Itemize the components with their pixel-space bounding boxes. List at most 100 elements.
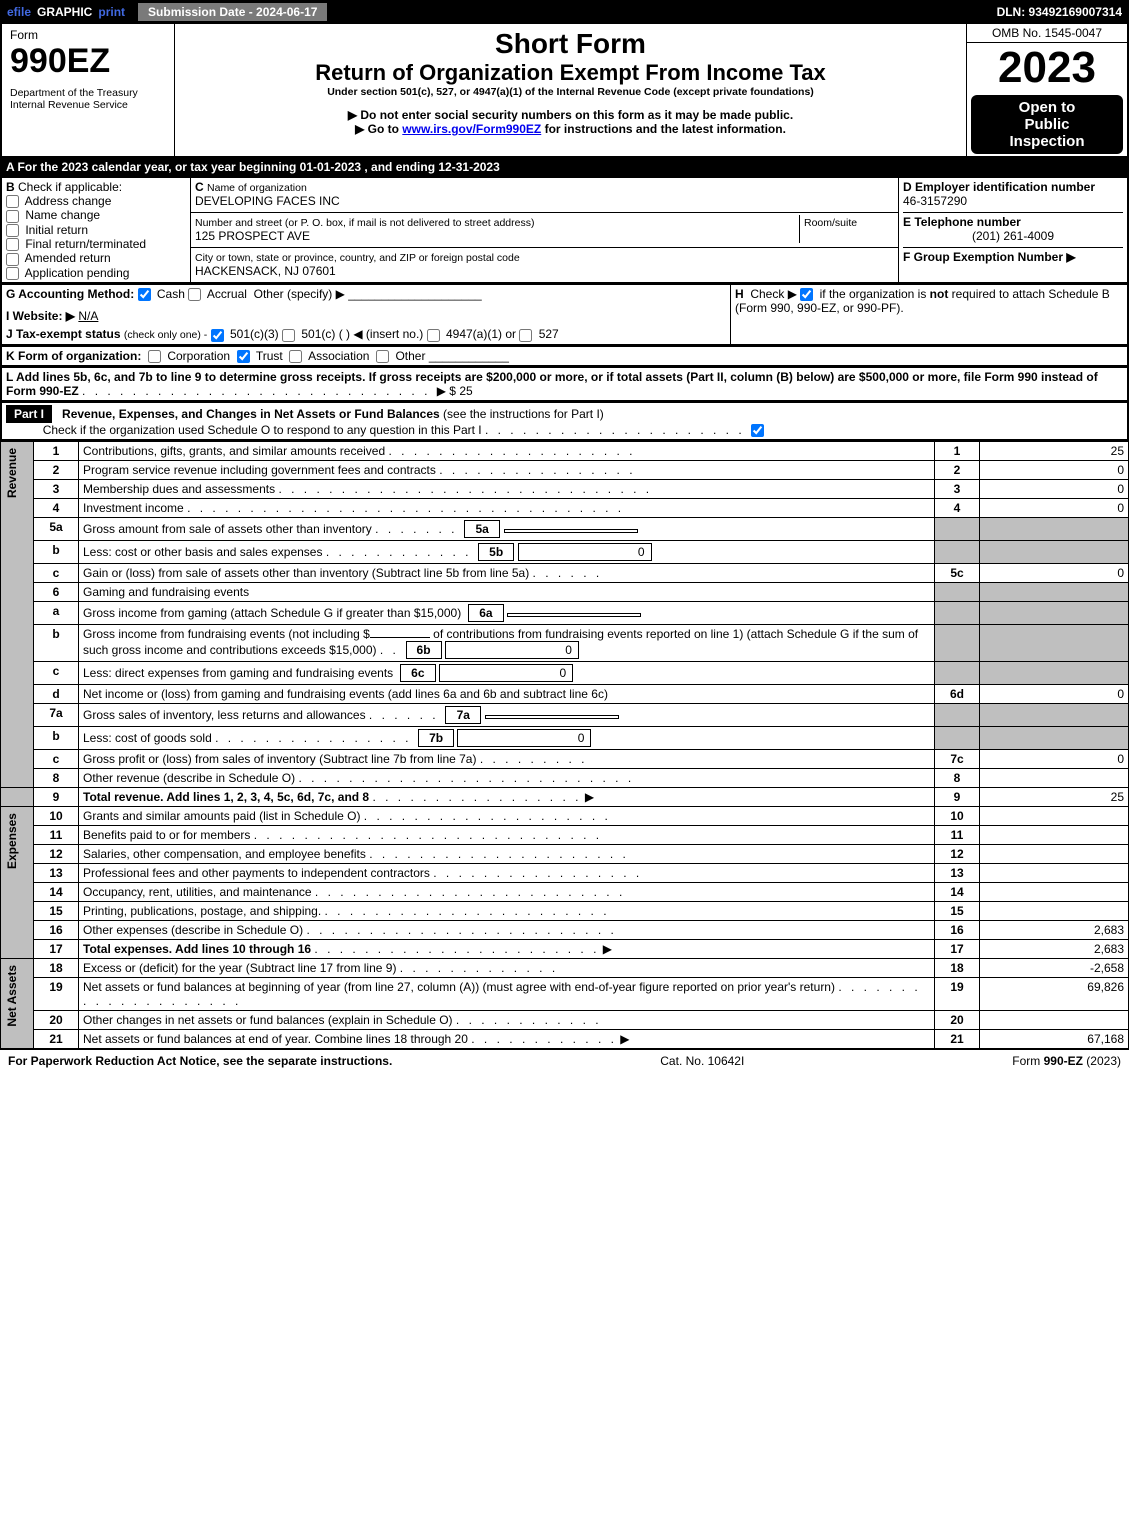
ln-1-text: Contributions, gifts, grants, and simila…	[79, 442, 935, 461]
ln-1-num: 1	[34, 442, 79, 461]
irs-link[interactable]: www.irs.gov/Form990EZ	[402, 122, 541, 136]
ln-5b-num: b	[34, 541, 79, 564]
short-form-title: Short Form	[185, 28, 956, 60]
lbl-application-pending: Application pending	[25, 266, 130, 280]
ln-7c-text: Gross profit or (loss) from sales of inv…	[79, 750, 935, 769]
efile-top-bar: efile GRAPHIC print Submission Date - 20…	[0, 0, 1129, 24]
ln-12-num: 12	[34, 845, 79, 864]
box-h-label: H	[735, 287, 744, 301]
ln-8-text: Other revenue (describe in Schedule O) .…	[79, 769, 935, 788]
ln-8-num: 8	[34, 769, 79, 788]
ln-13-amt	[980, 864, 1129, 883]
ln-4-num: 4	[34, 499, 79, 518]
ln-19-text: Net assets or fund balances at beginning…	[79, 978, 935, 1011]
ln-5b-text: Less: cost or other basis and sales expe…	[79, 541, 935, 564]
ln-6a-text: Gross income from gaming (attach Schedul…	[79, 602, 935, 625]
ln-13-text: Professional fees and other payments to …	[79, 864, 935, 883]
cb-501c[interactable]	[282, 329, 295, 342]
l-amount-prefix: ▶ $	[437, 384, 456, 398]
ln-8-amt	[980, 769, 1129, 788]
cb-schedule-o-part1[interactable]	[751, 424, 764, 437]
lbl-527: 527	[539, 327, 559, 341]
ln-2-text: Program service revenue including govern…	[79, 461, 935, 480]
ln-7c-num: c	[34, 750, 79, 769]
cb-accrual[interactable]	[188, 288, 201, 301]
ln-6d-text: Net income or (loss) from gaming and fun…	[79, 685, 935, 704]
ln-2-amt: 0	[980, 461, 1129, 480]
ln-9-amt: 25	[980, 788, 1129, 807]
cb-cash[interactable]	[138, 288, 151, 301]
city-label: City or town, state or province, country…	[195, 252, 520, 264]
ln-6d-rn: 6d	[935, 685, 980, 704]
website-value: N/A	[78, 309, 98, 323]
ln-7b-text: Less: cost of goods sold . . . . . . . .…	[79, 727, 935, 750]
lbl-trust: Trust	[256, 349, 283, 363]
cb-application-pending[interactable]	[6, 267, 19, 280]
ln-14-num: 14	[34, 883, 79, 902]
ln-6-text: Gaming and fundraising events	[79, 583, 935, 602]
ln-11-amt	[980, 826, 1129, 845]
ln-17-amt: 2,683	[980, 940, 1129, 959]
cb-527[interactable]	[519, 329, 532, 342]
ln-20-num: 20	[34, 1011, 79, 1030]
footer: For Paperwork Reduction Act Notice, see …	[0, 1049, 1129, 1072]
print-link[interactable]: print	[92, 5, 131, 19]
ln-18-text: Excess or (deficit) for the year (Subtra…	[79, 959, 935, 978]
lbl-name-change: Name change	[25, 208, 100, 222]
ln-3-text: Membership dues and assessments . . . . …	[79, 480, 935, 499]
ln-20-amt	[980, 1011, 1129, 1030]
cb-name-change[interactable]	[6, 210, 19, 223]
cb-501c3[interactable]	[211, 329, 224, 342]
cb-other-org[interactable]	[376, 350, 389, 363]
ln-6a-num: a	[34, 602, 79, 625]
ln-17-rn: 17	[935, 940, 980, 959]
ln-17-text: Total expenses. Add lines 10 through 16 …	[79, 940, 935, 959]
ln-6c-text: Less: direct expenses from gaming and fu…	[79, 662, 935, 685]
part1-label: Part I	[6, 405, 52, 423]
dln-label: DLN: 93492169007314	[997, 5, 1128, 19]
ln-13-num: 13	[34, 864, 79, 883]
ln-9-text: Total revenue. Add lines 1, 2, 3, 4, 5c,…	[79, 788, 935, 807]
cb-amended-return[interactable]	[6, 253, 19, 266]
ln-6a-subamt	[507, 613, 641, 617]
vlabel-revenue: Revenue	[5, 444, 19, 502]
cb-address-change[interactable]	[6, 195, 19, 208]
cb-association[interactable]	[289, 350, 302, 363]
box-h-not: not	[930, 287, 949, 301]
ln-7b-sublabel: 7b	[418, 729, 454, 747]
omb-label: OMB No. 1545-0047	[967, 24, 1127, 43]
check-if-applicable: Check if applicable:	[18, 180, 122, 194]
ln-11-text: Benefits paid to or for members . . . . …	[79, 826, 935, 845]
vlabel-expenses: Expenses	[5, 809, 19, 873]
cb-corporation[interactable]	[148, 350, 161, 363]
ln-11-rn: 11	[935, 826, 980, 845]
ln-6b-text: Gross income from fundraising events (no…	[79, 625, 935, 662]
ln-16-amt: 2,683	[980, 921, 1129, 940]
ln-5a-rn	[935, 518, 980, 541]
room-suite-label: Room/suite	[804, 217, 857, 229]
l-amount: 25	[459, 384, 472, 398]
ln-19-rn: 19	[935, 978, 980, 1011]
box-c-label: C	[195, 180, 204, 194]
lbl-other-org: Other	[395, 349, 425, 363]
ln-7c-rn: 7c	[935, 750, 980, 769]
cb-4947[interactable]	[427, 329, 440, 342]
cb-final-return[interactable]	[6, 238, 19, 251]
cb-schedule-b-not-required[interactable]	[800, 288, 813, 301]
box-j-label: J Tax-exempt status	[6, 327, 121, 341]
ln-19-num: 19	[34, 978, 79, 1011]
ln-2-num: 2	[34, 461, 79, 480]
box-e-label: E Telephone number	[903, 215, 1021, 229]
return-title: Return of Organization Exempt From Incom…	[185, 60, 956, 86]
box-i-label: I Website: ▶	[6, 309, 75, 323]
ln-16-rn: 16	[935, 921, 980, 940]
ln-10-text: Grants and similar amounts paid (list in…	[79, 807, 935, 826]
efile-link[interactable]: efile	[1, 5, 37, 19]
ln-20-rn: 20	[935, 1011, 980, 1030]
cb-trust[interactable]	[237, 350, 250, 363]
lbl-final-return: Final return/terminated	[25, 237, 146, 251]
vlabel-netassets: Net Assets	[5, 961, 19, 1031]
ln-19-amt: 69,826	[980, 978, 1129, 1011]
cb-initial-return[interactable]	[6, 224, 19, 237]
ein-value: 46-3157290	[903, 194, 1123, 208]
